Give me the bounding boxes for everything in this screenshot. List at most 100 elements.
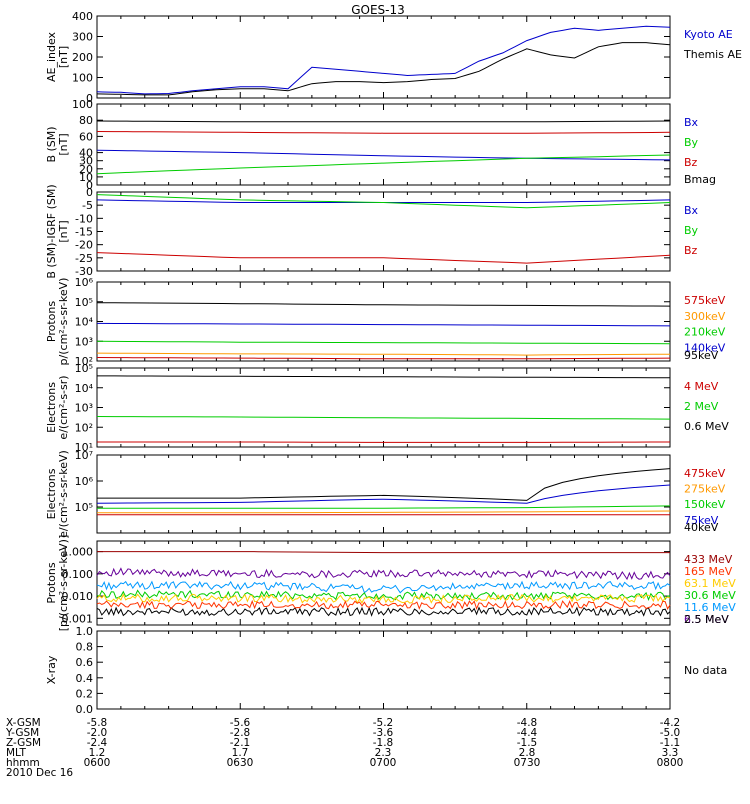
- panel-frame: [97, 192, 670, 271]
- y-tick-label: 0.0: [76, 703, 94, 716]
- y-tick-label: -5: [82, 199, 93, 212]
- series-line-433-mev: [97, 552, 670, 553]
- y-tick-label: 300: [72, 31, 93, 44]
- series-line-11-6-mev: [97, 582, 670, 593]
- panel-frame: [97, 282, 670, 361]
- y-tick-label: 0: [86, 186, 93, 199]
- y-tick-label: 60: [79, 130, 93, 143]
- legend-label: 300keV: [684, 310, 726, 323]
- panel-bigrf: 0-5-10-15-20-25-30B (SM)-IGRF (SM)[nT]Bx…: [45, 184, 699, 278]
- footer-row-label: 2010 Dec 16: [6, 767, 73, 779]
- series-line-140kev: [97, 323, 670, 326]
- legend-label: 275keV: [684, 483, 726, 496]
- y-tick-label: 10³: [75, 402, 93, 415]
- legend-label: By: [684, 224, 699, 237]
- y-tick-label: 0.6: [76, 656, 94, 669]
- legend-label: 4 MeV: [684, 380, 719, 393]
- y-tick-label: 10⁶: [75, 475, 94, 488]
- y-tick-label: 400: [72, 10, 93, 23]
- y-tick-label: 0.4: [76, 672, 94, 685]
- footer-value: 0600: [84, 757, 111, 769]
- legend-label: 95keV: [684, 349, 719, 362]
- legend-label: 475keV: [684, 467, 726, 480]
- series-line-6-5-mev: [97, 569, 670, 580]
- legend-label: Kyoto AE: [684, 28, 733, 41]
- y-axis-unit: e/(cm²-s-sr): [57, 375, 70, 439]
- series-line-210kev: [97, 341, 670, 343]
- y-tick-label: 40: [79, 147, 93, 160]
- series-line-150kev: [97, 506, 670, 508]
- series-line-bz: [97, 253, 670, 264]
- legend-label: By: [684, 136, 699, 149]
- y-axis-unit: e/(cm²-s-sr-keV): [57, 450, 70, 538]
- y-tick-label: -25: [75, 252, 93, 265]
- panel-frame: [97, 368, 670, 447]
- y-axis-unit: [nT]: [57, 220, 70, 242]
- legend-label: 40keV: [684, 521, 719, 534]
- y-tick-label: 10⁵: [75, 362, 93, 375]
- y-tick-label: 80: [79, 114, 93, 127]
- no-data-note: No data: [684, 664, 727, 677]
- series-line-2-5-mev: [97, 608, 670, 616]
- y-axis-unit: [nT]: [57, 133, 70, 155]
- y-tick-label: 100: [72, 98, 93, 111]
- series-line-40kev: [97, 469, 670, 501]
- y-tick-label: 1.0: [76, 625, 94, 638]
- legend-label: Bmag: [684, 173, 716, 186]
- series-line-by: [97, 155, 670, 174]
- legend-label: 2 MeV: [684, 400, 719, 413]
- legend-label: Bx: [684, 116, 699, 129]
- y-axis-unit: p/(cm²-s-sr-keV): [57, 278, 70, 366]
- series-line-0-6-mev: [97, 376, 670, 378]
- y-tick-label: 10⁴: [75, 316, 94, 329]
- series-line-30-6-mev: [97, 590, 670, 599]
- panel-frame: [97, 104, 670, 185]
- y-tick-label: -20: [75, 239, 93, 252]
- footer-value: 0700: [370, 757, 397, 769]
- series-line-themis-ae: [97, 43, 670, 95]
- y-tick-label: 10²: [75, 421, 93, 434]
- legend-label: Bz: [684, 244, 698, 257]
- series-line-300kev: [97, 353, 670, 355]
- series-line-kyoto-ae: [97, 26, 670, 94]
- y-tick-label: 200: [72, 51, 93, 64]
- series-line-bz: [97, 132, 670, 134]
- y-tick-label: -15: [75, 226, 93, 239]
- legend-label: Themis AE: [683, 48, 742, 61]
- series-line-63-1-mev: [97, 594, 670, 603]
- series-line-275kev: [97, 511, 670, 513]
- panel-frame: [97, 455, 670, 533]
- panel-protons2: 0.0010.0100.1001.000Protons[p/(cm²-s-sr-…: [45, 535, 736, 632]
- y-tick-label: 10⁶: [75, 276, 94, 289]
- y-tick-label: 0.2: [76, 687, 94, 700]
- y-axis-unit: [p/(cm²-s-sr-keV)]: [57, 535, 70, 632]
- panel-frame: [97, 16, 670, 98]
- legend-label: 2.5 MeV: [684, 613, 729, 626]
- y-tick-label: 10³: [75, 335, 93, 348]
- panel-frame: [97, 631, 670, 709]
- plot-title: GOES-13: [351, 3, 405, 17]
- footer-value: 0800: [657, 757, 684, 769]
- y-axis-label: X-ray: [45, 655, 58, 684]
- y-tick-label: 100: [72, 72, 93, 85]
- series-line-75kev: [97, 485, 670, 503]
- legend-label: 150keV: [684, 498, 726, 511]
- legend-label: 0.6 MeV: [684, 420, 729, 433]
- y-tick-label: 10⁵: [75, 296, 93, 309]
- legend-label: 575keV: [684, 294, 726, 307]
- series-line-95kev: [97, 303, 670, 306]
- series-line-bx: [97, 150, 670, 160]
- series-line-bmag: [97, 121, 670, 122]
- legend-label: 210keV: [684, 326, 726, 339]
- legend-label: Bx: [684, 204, 699, 217]
- y-axis-unit: [nT]: [57, 46, 70, 68]
- y-tick-label: 10⁴: [75, 382, 94, 395]
